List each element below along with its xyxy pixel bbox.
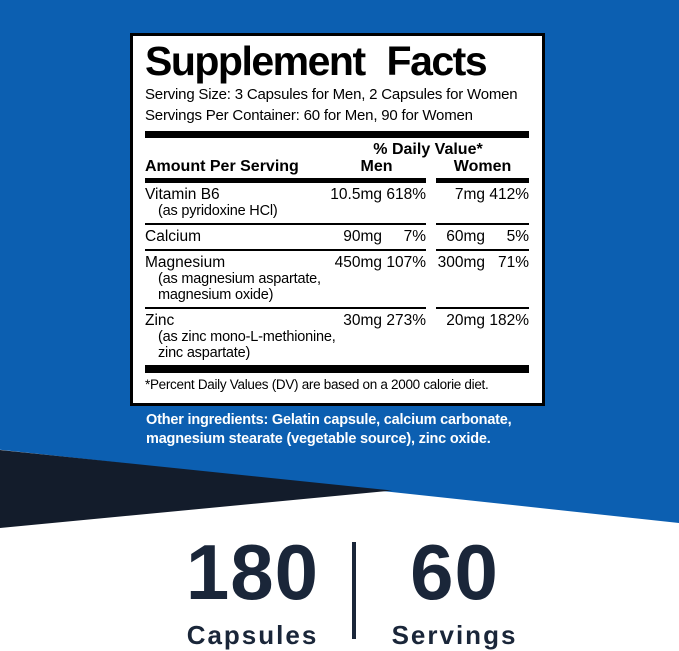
men-amount: 90mg [343,228,382,245]
nutrient-source: magnesium oxide) [158,287,274,303]
capsules-stat: 180 Capsules [178,528,328,651]
women-daily-value: 5% [506,228,529,245]
separator-segment [436,223,529,225]
row-separator [145,245,529,251]
men-amount: 30mg [343,312,382,329]
column-header-women: Women [453,158,512,175]
men-daily-value: 273% [386,312,426,329]
column-spacer [426,158,436,176]
nutrient-name: Magnesium [145,254,226,271]
column-spacer [426,183,436,219]
supplement-facts-panel: Supplement Facts Serving Size: 3 Capsule… [130,33,545,406]
nutrient-source: (as magnesium aspartate, [158,271,321,287]
row-separator [145,303,529,309]
men-value-cell: 30mg 273% [327,309,426,361]
servings-per-container-line: Servings Per Container: 60 for Men, 90 f… [145,107,473,124]
table-row-zinc: Zinc (as zinc mono-L-methionine, zinc as… [145,309,529,362]
column-spacer [426,225,436,245]
nutrient-name: Calcium [145,228,201,245]
servings-stat: 60 Servings [380,528,530,651]
nutrient-source: (as pyridoxine HCl) [158,203,278,219]
women-daily-value: 71% [497,254,529,271]
women-daily-value: 182% [489,312,529,329]
nutrient-source: (as zinc mono-L-methionine, [158,329,336,345]
women-value-cell: 60mg 5% [436,225,529,245]
column-spacer [426,176,436,183]
nutrient-name-cell: Zinc (as zinc mono-L-methionine, zinc as… [145,309,336,362]
bottom-stats: 180 Capsules 60 Servings [14,528,679,651]
nutrient-name-cell: Magnesium (as magnesium aspartate, magne… [145,251,327,304]
separator-segment [436,249,529,251]
men-daily-value: 618% [386,186,426,203]
table-row-calcium: Calcium 90mg 7% 60mg 5% [145,225,529,245]
supplement-facts-title: Supplement Facts [145,38,488,84]
column-header-row: Amount Per Serving Men Women [145,158,529,176]
women-value-cell: 20mg 182% [436,309,529,361]
separator-segment [145,249,327,251]
column-header-bars [145,176,529,183]
nutrient-source: zinc aspartate) [158,345,251,361]
header-bar-amount [145,178,327,183]
men-value-cell: 450mg 107% [327,251,426,303]
women-amount: 7mg [454,186,485,203]
separator-segment [327,249,426,251]
men-amount: 450mg [334,254,382,271]
women-amount: 20mg [446,312,485,329]
men-value-cell: 90mg 7% [327,225,426,245]
men-amount: 10.5mg [330,186,382,203]
daily-value-header: % Daily Value* [373,141,483,158]
table-row-magnesium: Magnesium (as magnesium aspartate, magne… [145,251,529,304]
men-daily-value: 7% [403,228,426,245]
daily-value-header-row: % Daily Value* [145,138,529,158]
separator-segment [327,223,426,225]
nutrient-name: Vitamin B6 [145,186,220,203]
women-amount: 300mg [437,254,485,271]
header-bar-men [327,178,426,183]
separator-segment [145,223,327,225]
women-daily-value: 412% [489,186,529,203]
other-ingredients-text: Other ingredients: Gelatin capsule, calc… [146,412,512,447]
header-bar-women [436,178,529,183]
column-spacer [426,309,436,361]
column-spacer [426,251,436,303]
capsules-count: 180 [185,528,320,616]
separator-segment [436,307,529,309]
women-value-cell: 7mg 412% [436,183,529,219]
servings-label: Servings [391,620,518,650]
separator-segment [145,307,327,309]
women-value-cell: 300mg 71% [436,251,529,303]
daily-value-footnote: *Percent Daily Values (DV) are based on … [145,377,489,392]
table-row-vitamin-b6: Vitamin B6 (as pyridoxine HCl) 10.5mg 61… [145,183,529,220]
nutrient-name-cell: Calcium [145,225,327,245]
capsules-label: Capsules [186,620,319,650]
nutrient-name: Zinc [145,312,175,329]
column-header-men: Men [360,158,393,175]
separator-thick-bottom [145,365,529,373]
men-daily-value: 107% [386,254,426,271]
row-separator [145,219,529,225]
serving-size-line: Serving Size: 3 Capsules for Men, 2 Caps… [145,86,518,103]
separator-segment [327,307,426,309]
nutrient-name-cell: Vitamin B6 (as pyridoxine HCl) [145,183,327,220]
women-amount: 60mg [446,228,485,245]
servings-count: 60 [410,528,499,616]
stats-divider [351,542,356,639]
separator-thick-top [145,131,529,138]
column-header-amount: Amount Per Serving [145,158,299,175]
men-value-cell: 10.5mg 618% [327,183,426,219]
